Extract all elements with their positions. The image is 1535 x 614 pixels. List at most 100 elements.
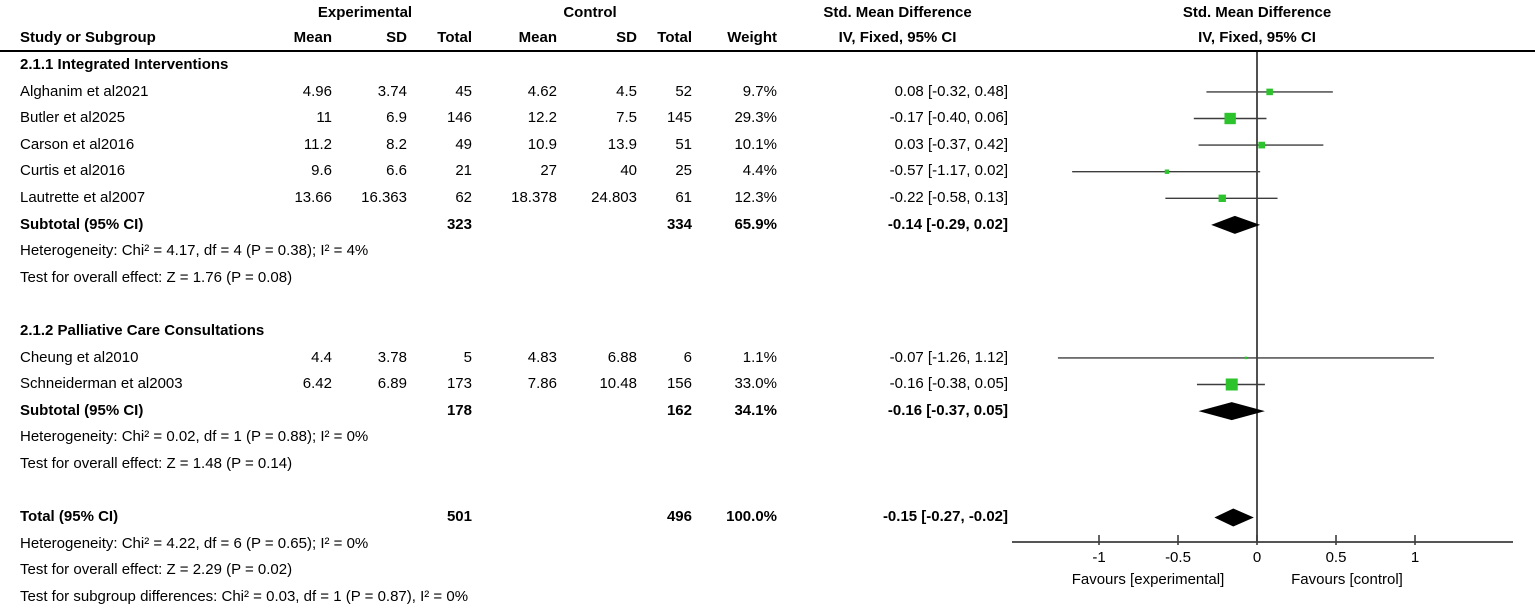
ctl-total: 334 [666, 215, 692, 233]
ctl-sd: 24.803 [591, 188, 637, 206]
pooled-effect-diamond [1214, 508, 1254, 527]
forest-plot-panel: -1 -0.5 0 0.5 1 Favours [experimental] Favours… [1012, 52, 1513, 588]
effect-ci-text: 0.03 [-0.37, 0.42] [894, 135, 1008, 153]
ctl-total: 145 [666, 109, 692, 127]
ctl-total: 496 [666, 508, 692, 526]
exp-total: 49 [455, 135, 472, 153]
header-effect-title: Std. Mean Difference [823, 4, 972, 21]
exp-mean: 4.4 [311, 348, 332, 366]
ctl-sd: 6.88 [607, 348, 637, 366]
study-label: Carson et al2016 [20, 135, 135, 153]
effect-ci-text: -0.17 [-0.40, 0.06] [889, 109, 1008, 127]
pooled-effect-diamond [1198, 402, 1265, 421]
ctl-sd [565, 398, 645, 425]
ctl-mean [480, 504, 565, 531]
weight: 33.0% [734, 375, 777, 393]
ctl-sd: 40 [620, 162, 637, 180]
weight: 10.1% [734, 135, 777, 153]
exp-sd: 6.6 [386, 162, 407, 180]
exp-sd: 3.74 [377, 82, 407, 100]
point-estimate-square [1218, 194, 1226, 202]
header-group-experimental: Experimental [317, 4, 413, 21]
exp-mean [250, 504, 340, 531]
exp-total: 62 [455, 188, 472, 206]
weight: 29.3% [734, 109, 777, 127]
study-row: Carson et al2016 11.2 8.2 49 10.9 13.9 51 10.1%… [0, 132, 1010, 159]
x-axis-tick-label: -1 [1092, 549, 1105, 566]
ctl-total: 61 [675, 188, 692, 206]
ctl-mean: 7.86 [527, 375, 557, 393]
statistics-note: Test for overall effect: Z = 1.76 (P = 0… [20, 268, 293, 286]
ctl-mean: 4.62 [527, 82, 557, 100]
exp-mean: 11 [316, 109, 332, 127]
ctl-total: 52 [675, 82, 692, 100]
study-row: Alghanim et al2021 4.96 3.74 45 4.62 4.5 52 9.7… [0, 79, 1010, 106]
effect-ci-text: -0.16 [-0.37, 0.05] [887, 401, 1008, 419]
column-header-study: Study or Subgroup [20, 29, 156, 46]
study-label: Schneiderman et al2003 [20, 375, 183, 393]
exp-mean [250, 212, 340, 239]
subgroup-heading: 2.1.2 Palliative Care Consultations [20, 321, 265, 339]
study-label: Lautrette et al2007 [20, 188, 146, 206]
study-row: Schneiderman et al2003 6.42 6.89 173 7.86 10.… [0, 371, 1010, 398]
point-estimate-square [1225, 378, 1238, 391]
exp-mean: 4.96 [302, 82, 332, 100]
exp-mean [250, 398, 340, 425]
effect-ci-text: 0.08 [-0.32, 0.48] [894, 82, 1008, 100]
effect-ci-text: -0.57 [-1.17, 0.02] [889, 162, 1008, 180]
column-header-exp-sd: SD [386, 29, 407, 46]
exp-total: 45 [455, 82, 472, 100]
effect-ci-text: -0.22 [-0.58, 0.13] [889, 188, 1008, 206]
ctl-sd [565, 504, 645, 531]
x-axis-tick-label: 0.5 [1326, 549, 1347, 566]
column-header-ctl-mean: Mean [518, 29, 557, 46]
ctl-sd: 13.9 [607, 135, 637, 153]
favours-control-label: Favours [control] [1291, 571, 1403, 588]
favours-experimental-label: Favours [experimental] [1072, 571, 1225, 588]
study-label: Subtotal (95% CI) [20, 215, 144, 233]
ctl-sd [565, 212, 645, 239]
study-row: Lautrette et al2007 13.66 16.363 62 18.378 24… [0, 185, 1010, 212]
column-header-effect-subtitle: IV, Fixed, 95% CI [838, 29, 957, 46]
subgroup-heading: 2.1.1 Integrated Interventions [20, 56, 229, 73]
ctl-mean: 12.2 [527, 109, 557, 127]
column-header-ctl-total: Total [657, 29, 692, 46]
ctl-sd: 7.5 [616, 109, 637, 127]
weight: 9.7% [742, 82, 777, 100]
blank-row [0, 291, 1010, 318]
exp-sd [340, 504, 415, 531]
exp-sd [340, 398, 415, 425]
ctl-mean [480, 398, 565, 425]
ctl-total: 156 [666, 375, 692, 393]
exp-mean: 9.6 [311, 162, 332, 180]
exp-total: 5 [463, 348, 472, 366]
exp-sd: 6.9 [386, 109, 407, 127]
point-estimate-square [1164, 169, 1170, 174]
ctl-sd: 10.48 [599, 375, 637, 393]
ctl-sd: 4.5 [616, 82, 637, 100]
exp-sd: 6.89 [377, 375, 407, 393]
point-estimate-square [1258, 141, 1266, 149]
weight: 12.3% [734, 188, 777, 206]
statistics-note: Heterogeneity: Chi² = 0.02, df = 1 (P = … [20, 428, 369, 446]
table-body: 2.1.1 Integrated Interventions Alghanim e… [0, 52, 1010, 610]
ctl-mean: 18.378 [511, 188, 557, 206]
point-estimate-square [1244, 356, 1248, 360]
column-header-exp-mean: Mean [293, 29, 332, 46]
subtotal-row: Subtotal (95% CI) 178 162 34.1% -0.16 [-0.37… [0, 398, 1010, 425]
ctl-mean: 4.83 [527, 348, 557, 366]
plot-header-subtitle: IV, Fixed, 95% CI [1198, 29, 1316, 46]
study-label: Butler et al2025 [20, 109, 126, 127]
effect-ci-text: -0.15 [-0.27, -0.02] [882, 508, 1008, 526]
effect-ci-text: -0.07 [-1.26, 1.12] [889, 348, 1008, 366]
blank-row [0, 478, 1010, 505]
ctl-mean: 27 [540, 162, 557, 180]
exp-total: 21 [455, 162, 472, 180]
exp-total: 178 [446, 401, 472, 419]
study-row: Butler et al2025 11 6.9 146 12.2 7.5 145 29.3% -… [0, 105, 1010, 132]
exp-mean: 13.66 [294, 188, 332, 206]
weight: 100.0% [726, 508, 777, 526]
table-header-row-groups: Experimental Control Std. Mean Differenc… [0, 0, 1010, 25]
exp-total: 146 [446, 109, 472, 127]
column-header-ctl-sd: SD [616, 29, 637, 46]
